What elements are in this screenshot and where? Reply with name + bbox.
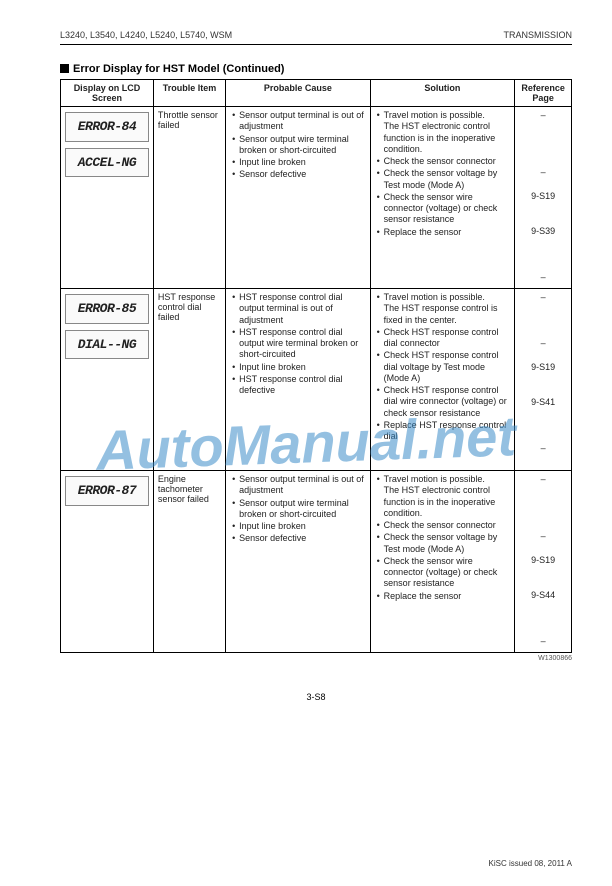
solution-item: Check HST response control dial wire con… [375, 385, 511, 419]
footer-issue: KiSC issued 08, 2011 A [489, 859, 572, 868]
solution-item: Check the sensor voltage by Test mode (M… [375, 532, 511, 555]
ref-cell: ––9-S199-S41– [515, 289, 572, 471]
col-header: Trouble Item [153, 80, 225, 107]
cause-item: Sensor output wire terminal broken or sh… [230, 134, 366, 157]
trouble-cell: HST response control dial failed [153, 289, 225, 471]
solution-item: Travel motion is possible. The HST elect… [375, 474, 511, 519]
solution-item: Replace HST response control dial [375, 420, 511, 443]
cause-item: Input line broken [230, 157, 366, 168]
ref-item: – [519, 292, 567, 336]
solution-cell: Travel motion is possible. The HST elect… [370, 107, 515, 289]
cause-cell: Sensor output terminal is out of adjustm… [226, 107, 371, 289]
solution-item: Travel motion is possible. The HST elect… [375, 110, 511, 155]
ref-item: – [519, 110, 567, 165]
ref-item: 9-S44 [519, 590, 567, 634]
part-number: W1300866 [60, 655, 572, 662]
lcd-display: DIAL--NG [65, 330, 149, 360]
header-left: L3240, L3540, L4240, L5240, L5740, WSM [60, 30, 232, 40]
ref-item: 9-S19 [519, 362, 567, 395]
lcd-display: ERROR-85 [65, 294, 149, 324]
cause-item: HST response control dial output wire te… [230, 327, 366, 361]
ref-item: – [519, 272, 567, 283]
trouble-cell: Engine tachometer sensor failed [153, 471, 225, 653]
ref-item: 9-S19 [519, 555, 567, 588]
cause-item: HST response control dial defective [230, 374, 366, 397]
cause-cell: HST response control dial output termina… [226, 289, 371, 471]
solution-item: Check HST response control dial connecto… [375, 327, 511, 350]
square-bullet-icon [60, 64, 69, 73]
lcd-cell: ERROR-87 [61, 471, 154, 653]
ref-item: – [519, 338, 567, 360]
cause-item: Sensor output terminal is out of adjustm… [230, 474, 366, 497]
ref-item: – [519, 531, 567, 553]
section-title-text: Error Display for HST Model (Continued) [73, 63, 284, 75]
lcd-display: ERROR-87 [65, 476, 149, 506]
col-header: Probable Cause [226, 80, 371, 107]
cause-item: Sensor output wire terminal broken or sh… [230, 498, 366, 521]
solution-item: Check HST response control dial voltage … [375, 350, 511, 384]
solution-item: Check the sensor wire connector (voltage… [375, 192, 511, 226]
solution-item: Check the sensor wire connector (voltage… [375, 556, 511, 590]
lcd-display: ERROR-84 [65, 112, 149, 142]
solution-cell: Travel motion is possible. The HST elect… [370, 471, 515, 653]
ref-cell: ––9-S199-S39– [515, 107, 572, 289]
solution-cell: Travel motion is possible. The HST respo… [370, 289, 515, 471]
solution-item: Check the sensor connector [375, 156, 511, 167]
ref-item: 9-S41 [519, 397, 567, 441]
table-row: ERROR-87Engine tachometer sensor failedS… [61, 471, 572, 653]
lcd-display: ACCEL-NG [65, 148, 149, 178]
section-title: Error Display for HST Model (Continued) [60, 63, 572, 75]
solution-item: Replace the sensor [375, 591, 511, 602]
cause-item: HST response control dial output termina… [230, 292, 366, 326]
solution-item: Travel motion is possible. The HST respo… [375, 292, 511, 326]
ref-item: 9-S19 [519, 191, 567, 224]
ref-item: – [519, 167, 567, 189]
solution-item: Check the sensor voltage by Test mode (M… [375, 168, 511, 191]
lcd-cell: ERROR-85 DIAL--NG [61, 289, 154, 471]
ref-cell: ––9-S199-S44– [515, 471, 572, 653]
ref-item: – [519, 474, 567, 529]
ref-item: – [519, 443, 567, 465]
ref-item: 9-S39 [519, 226, 567, 270]
cause-item: Sensor output terminal is out of adjustm… [230, 110, 366, 133]
header-right: TRANSMISSION [503, 30, 572, 40]
col-header: Solution [370, 80, 515, 107]
table-row: ERROR-85DIAL--NGHST response control dia… [61, 289, 572, 471]
table-header-row: Display on LCD Screen Trouble Item Proba… [61, 80, 572, 107]
col-header: Display on LCD Screen [61, 80, 154, 107]
cause-item: Input line broken [230, 521, 366, 532]
cause-item: Input line broken [230, 362, 366, 373]
lcd-cell: ERROR-84 ACCEL-NG [61, 107, 154, 289]
col-header: Reference Page [515, 80, 572, 107]
solution-item: Check the sensor connector [375, 520, 511, 531]
page-number: 3-S8 [60, 692, 572, 702]
trouble-cell: Throttle sensor failed [153, 107, 225, 289]
cause-item: Sensor defective [230, 533, 366, 544]
cause-item: Sensor defective [230, 169, 366, 180]
header-rule [60, 44, 572, 45]
table-row: ERROR-84ACCEL-NGThrottle sensor failedSe… [61, 107, 572, 289]
cause-cell: Sensor output terminal is out of adjustm… [226, 471, 371, 653]
error-table: Display on LCD Screen Trouble Item Proba… [60, 79, 572, 653]
solution-item: Replace the sensor [375, 227, 511, 238]
ref-item: – [519, 636, 567, 647]
